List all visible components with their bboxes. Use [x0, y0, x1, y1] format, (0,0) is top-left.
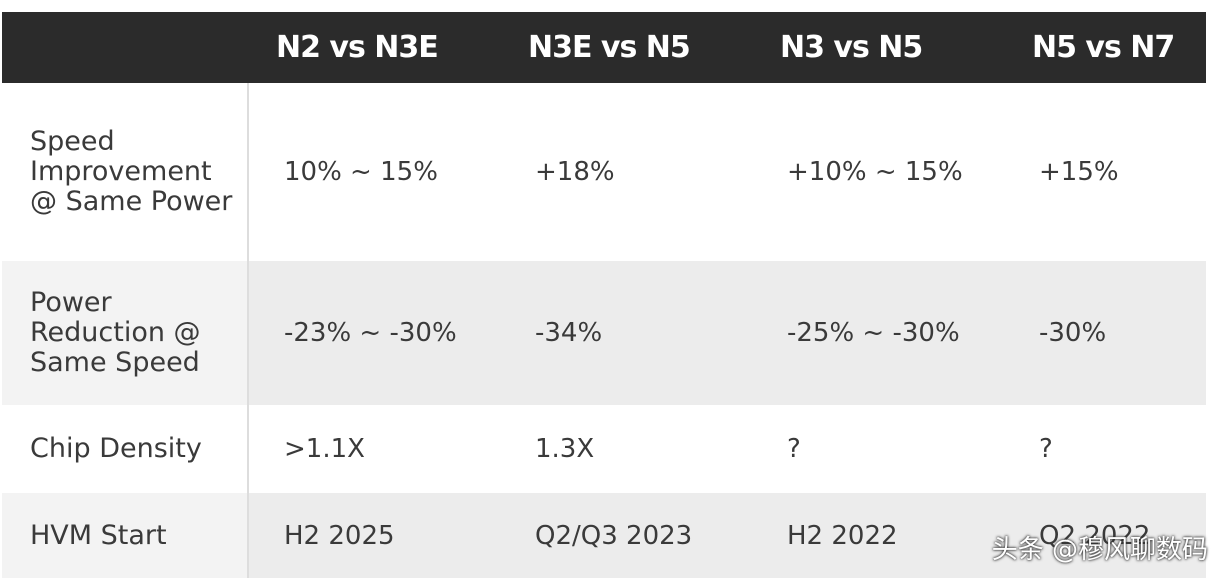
row-label: Speed Improvement @ Same Power — [2, 83, 249, 261]
cell: -30% — [1004, 261, 1206, 405]
table-row: Speed Improvement @ Same Power 10% ~ 15% +… — [2, 83, 1206, 261]
cell: -34% — [500, 261, 752, 405]
row-label: HVM Start — [2, 493, 249, 578]
table-row: Chip Density >1.1X 1.3X?? — [2, 405, 1206, 493]
column-header: N2 vs N3E — [248, 12, 500, 83]
watermark: 头条 @穆风聊数码 — [991, 535, 1208, 565]
table-row: Power Reduction @ Same Speed -23% ~ -30% -… — [2, 261, 1206, 405]
cell: +18% — [535, 157, 615, 187]
row-label: Chip Density — [2, 405, 249, 493]
row-label: Power Reduction @ Same Speed — [2, 261, 249, 405]
cell: ? — [787, 434, 801, 464]
cell: 10% ~ 15% — [284, 157, 438, 187]
cell: H2 2025 — [248, 493, 500, 578]
cell: Q2 2022 — [1004, 493, 1206, 578]
corner-cell — [2, 12, 248, 83]
cell: 1.3X — [535, 434, 595, 464]
cell: +15% — [1039, 157, 1119, 187]
cell: -23% ~ -30% — [248, 261, 500, 405]
cell: ? — [1039, 434, 1053, 464]
comparison-table: N2 vs N3E N3E vs N5 N3 vs N5 N5 vs N7 Speed… — [2, 12, 1207, 578]
cell: H2 2022 — [752, 493, 1004, 578]
column-header: N3 vs N5 — [752, 12, 1004, 83]
column-header: N3E vs N5 — [500, 12, 752, 83]
cell: Q2/Q3 2023 — [500, 493, 752, 578]
table-body: Speed Improvement @ Same Power 10% ~ 15% +… — [2, 83, 1206, 578]
cell: -25% ~ -30% — [752, 261, 1004, 405]
cell: +10% ~ 15% — [787, 157, 963, 187]
cell: >1.1X — [284, 434, 365, 464]
table-row: HVM Start H2 2025 Q2/Q3 2023 H2 2022 Q2 2022 — [2, 493, 1206, 578]
header-row: N2 vs N3E N3E vs N5 N3 vs N5 N5 vs N7 — [2, 12, 1206, 83]
column-header: N5 vs N7 — [1004, 12, 1206, 83]
